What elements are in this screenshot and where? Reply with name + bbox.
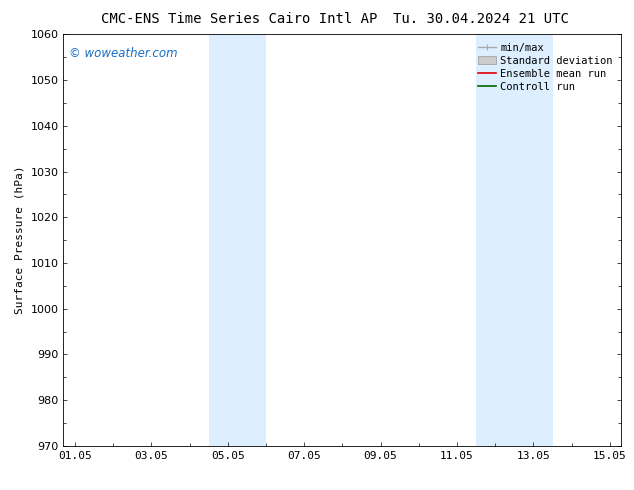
- Text: CMC-ENS Time Series Cairo Intl AP: CMC-ENS Time Series Cairo Intl AP: [101, 12, 378, 26]
- Bar: [209, 34, 266, 446]
- Legend: min/max, Standard deviation, Ensemble mean run, Controll run: min/max, Standard deviation, Ensemble me…: [474, 40, 616, 95]
- Y-axis label: Surface Pressure (hPa): Surface Pressure (hPa): [15, 166, 25, 315]
- Bar: [476, 34, 553, 446]
- Text: Tu. 30.04.2024 21 UTC: Tu. 30.04.2024 21 UTC: [393, 12, 569, 26]
- Text: © woweather.com: © woweather.com: [69, 47, 178, 60]
